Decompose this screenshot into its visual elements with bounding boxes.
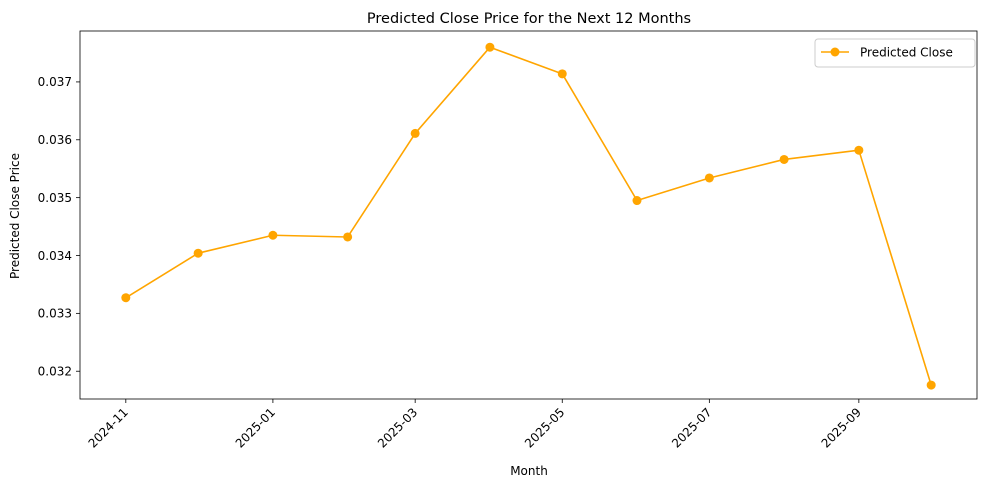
data-point-10 [854, 145, 864, 155]
data-point-3 [343, 232, 353, 242]
y-tick-label-1: 0.033 [38, 307, 72, 321]
y-tick-label-4: 0.036 [38, 133, 72, 147]
data-point-6 [557, 69, 567, 79]
y-tick-label-3: 0.035 [38, 191, 72, 205]
y-tick-label-0: 0.032 [38, 365, 72, 379]
legend-frame [814, 38, 976, 68]
data-point-1 [193, 248, 203, 258]
data-point-7 [632, 196, 642, 206]
x-axis-title: Month [510, 464, 548, 478]
data-point-9 [779, 154, 789, 164]
chart-title: Predicted Close Price for the Next 12 Mo… [367, 11, 691, 27]
data-point-2 [268, 230, 278, 240]
data-point-5 [485, 42, 495, 52]
y-axis-title: Predicted Close Price [8, 153, 22, 279]
legend: Predicted Close [814, 38, 976, 68]
series-line-0 [125, 46, 932, 386]
legend-marker [830, 47, 840, 57]
data-point-11 [926, 380, 936, 390]
data-point-8 [704, 173, 714, 183]
legend-label: Predicted Close [860, 46, 953, 60]
data-point-0 [121, 293, 131, 303]
axes-frame [79, 30, 978, 400]
y-tick-label-2: 0.034 [38, 249, 72, 263]
data-point-4 [410, 128, 420, 138]
y-tick-label-5: 0.037 [38, 75, 72, 89]
